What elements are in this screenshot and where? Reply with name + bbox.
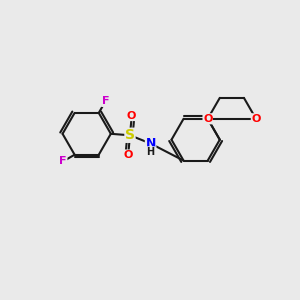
Text: O: O <box>251 114 261 124</box>
Text: F: F <box>102 96 109 106</box>
Text: H: H <box>146 147 155 157</box>
Text: O: O <box>203 114 212 124</box>
Text: O: O <box>124 150 133 160</box>
Text: N: N <box>146 137 156 150</box>
Text: S: S <box>125 128 135 142</box>
Text: O: O <box>127 110 136 121</box>
Text: F: F <box>59 156 67 166</box>
